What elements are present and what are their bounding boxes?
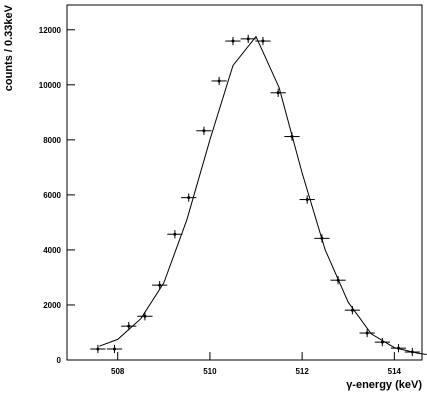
data-point — [290, 135, 294, 139]
plot-frame — [66, 4, 423, 361]
x-axis-title: γ-energy (keV) — [346, 379, 422, 391]
data-point — [410, 350, 414, 354]
y-tick-label: 0 — [57, 356, 62, 365]
data-point — [320, 236, 324, 240]
data-point — [96, 347, 100, 351]
x-tick-label: 508 — [111, 367, 125, 376]
y-axis-title: counts / 0.33keV — [3, 4, 15, 91]
data-point — [143, 314, 147, 318]
y-tick-label: 10000 — [39, 81, 62, 90]
fit-curve — [99, 35, 427, 355]
y-tick-label: 6000 — [43, 191, 61, 200]
data-point — [350, 308, 354, 312]
y-tick-label: 8000 — [43, 136, 61, 145]
x-tick-label: 512 — [295, 367, 309, 376]
data-point — [365, 331, 369, 335]
data-point — [231, 39, 235, 43]
data-point — [112, 347, 116, 351]
y-tick-label: 4000 — [43, 246, 61, 255]
data-point — [305, 198, 309, 202]
data-point — [246, 37, 250, 41]
y-tick-label: 12000 — [39, 26, 62, 35]
data-point — [261, 39, 265, 43]
data-point — [217, 79, 221, 83]
data-point — [202, 129, 206, 133]
y-tick-label: 2000 — [43, 301, 61, 310]
data-point — [276, 91, 280, 95]
data-point — [380, 340, 384, 344]
data-point — [396, 346, 400, 350]
data-point — [158, 283, 162, 287]
x-tick-label: 514 — [388, 367, 402, 376]
data-point — [187, 196, 191, 200]
data-point — [127, 324, 131, 328]
data-point — [173, 232, 177, 236]
x-tick-label: 510 — [203, 367, 217, 376]
data-point — [336, 278, 340, 282]
